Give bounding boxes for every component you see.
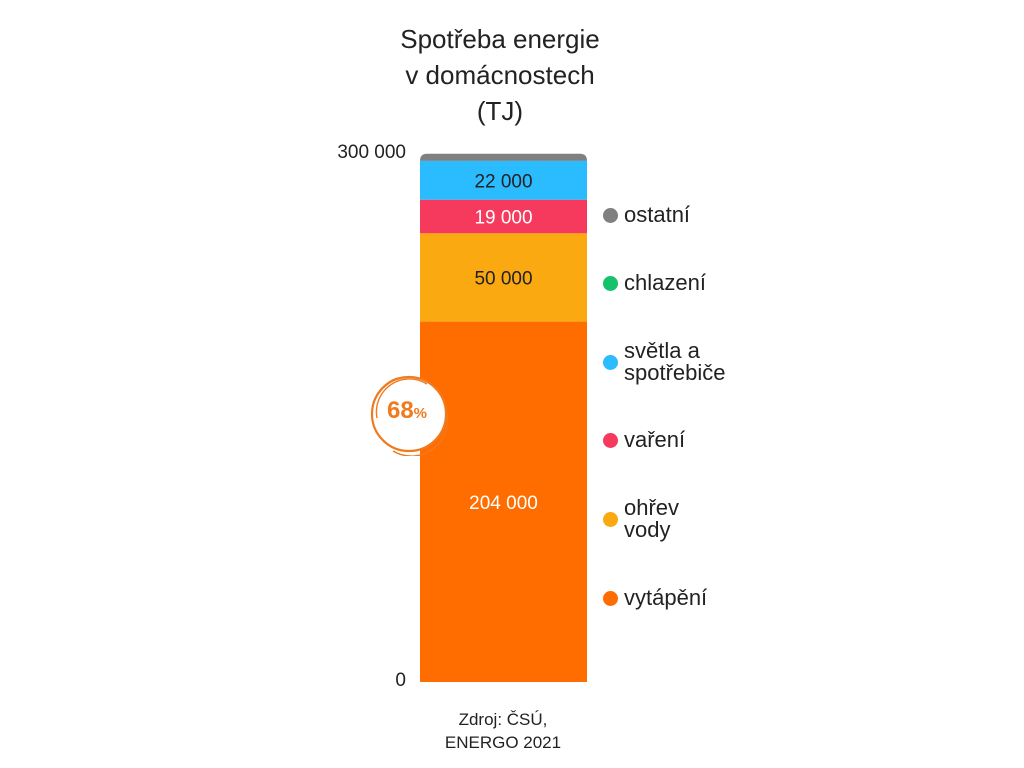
legend-label: chlazení (624, 270, 706, 295)
legend-dot (603, 275, 618, 291)
y-tick-label-max: 300 000 (337, 142, 406, 163)
legend-label: ohřev vody (624, 497, 764, 541)
percentage-value: 68 (386, 397, 414, 424)
percentage-badge-ring (370, 375, 449, 456)
legend-label: ostatní (624, 202, 691, 227)
legend-item-chlazeni: chlazení (603, 272, 706, 294)
legend-dot (603, 354, 618, 370)
legend-dot (603, 590, 618, 606)
y-tick-label-zero: 0 (395, 670, 406, 691)
legend-item-ostatni: ostatní (603, 204, 690, 226)
legend-label-line-1: ohřev (624, 495, 680, 520)
bar-segment-value-label: 19 000 (474, 207, 532, 228)
legend-label-line-1: světla a (624, 338, 700, 363)
bar-segment (420, 160, 587, 200)
legend-dot (603, 207, 618, 223)
legend-dot (603, 432, 618, 448)
bar-segment-value-label: 204 000 (469, 493, 538, 514)
legend-label: vaření (624, 427, 686, 452)
legend-item-ohrev: ohřev vody (603, 497, 764, 541)
percentage-unit: % (413, 405, 428, 422)
bar-segment (420, 321, 587, 682)
legend-label: světla a spotřebiče (624, 340, 764, 384)
chart-title-line-1: Spotřeba energie (400, 24, 600, 54)
legend-item-svetla: světla a spotřebiče (603, 340, 764, 384)
bar-segment (420, 153, 587, 161)
legend-dot (603, 511, 618, 527)
source-line-1: Zdroj: ČSÚ, (458, 710, 548, 729)
source-line-2: ENERGO 2021 (444, 733, 562, 752)
percentage-badge-label: 68% (367, 397, 447, 425)
bar-segment-value-label: 22 000 (474, 171, 532, 192)
legend-label-line-2: vody (624, 517, 671, 542)
legend-item-vytapeni: vytápění (603, 587, 707, 609)
chart-title-line-3: (TJ) (476, 96, 524, 126)
chart-title-line-2: v domácnostech (405, 60, 595, 90)
bar-segment-value-label: 50 000 (474, 268, 532, 289)
bar-segment (420, 233, 587, 322)
legend-label: vytápění (624, 585, 708, 610)
bar-segment (420, 199, 587, 234)
legend-item-vareni: vaření (603, 429, 685, 451)
legend-label-line-2: spotřebiče (624, 360, 726, 385)
